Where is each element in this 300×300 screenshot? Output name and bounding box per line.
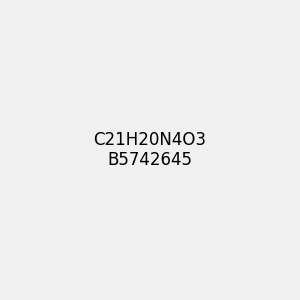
- Text: C21H20N4O3
B5742645: C21H20N4O3 B5742645: [94, 130, 206, 170]
